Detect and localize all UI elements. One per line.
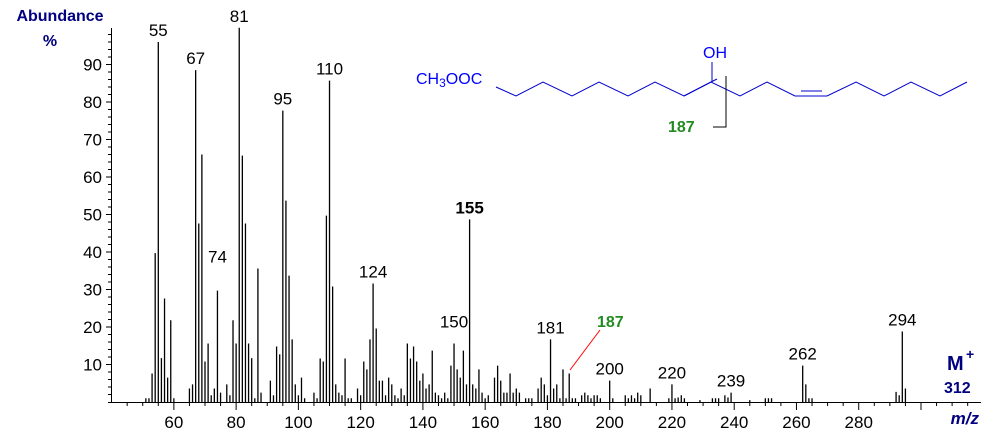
x-tick-label: 200 xyxy=(595,413,623,432)
peak-label-150: 150 xyxy=(440,313,468,332)
y-tick-label: 90 xyxy=(83,56,102,75)
cleavage-bracket xyxy=(713,76,727,128)
x-axis-ticks: 60 80 100 120 140 160 180 200 220 240 260 280 xyxy=(126,402,969,432)
peak-label-95: 95 xyxy=(273,90,292,109)
spectrum-peaks xyxy=(145,27,907,402)
peak-label-220: 220 xyxy=(658,363,686,382)
annotation-187-label: 187 xyxy=(597,314,624,331)
y-tick-label: 70 xyxy=(83,131,102,150)
y-tick-label: 50 xyxy=(83,206,102,225)
carbon-chain-2 xyxy=(683,81,968,97)
peak-label-294: 294 xyxy=(888,311,916,330)
peak-label-239: 239 xyxy=(717,372,745,391)
molecular-ion-value: 312 xyxy=(944,380,971,397)
x-tick-label: 260 xyxy=(782,413,810,432)
svg-text:M: M xyxy=(947,353,964,375)
molecular-ion-label: M + 312 xyxy=(944,346,974,397)
leader-line xyxy=(569,329,601,371)
peak-label-181: 181 xyxy=(536,318,564,337)
peak-label-124: 124 xyxy=(359,263,387,282)
x-tick-label: 80 xyxy=(227,413,246,432)
y-axis-title: Abundance xyxy=(16,8,103,25)
peak-label-155: 155 xyxy=(455,198,483,217)
x-tick-label: 60 xyxy=(164,413,183,432)
carbon-chain xyxy=(495,78,718,97)
y-tick-label: 10 xyxy=(83,356,102,375)
y-tick-label: 40 xyxy=(83,243,102,262)
head-group-label: CH3OOC xyxy=(416,71,482,90)
x-tick-label: 160 xyxy=(471,413,499,432)
y-axis-ticks: 10 20 30 40 50 60 70 80 90 xyxy=(83,34,112,395)
x-tick-label: 240 xyxy=(720,413,748,432)
x-axis-title: m/z xyxy=(951,409,980,428)
x-tick-label: 220 xyxy=(658,413,686,432)
axes xyxy=(108,28,981,404)
y-axis-unit: % xyxy=(43,33,57,50)
annotation-187: 187 xyxy=(569,314,624,371)
peak-label-110: 110 xyxy=(316,60,343,79)
svg-text:+: + xyxy=(966,346,974,362)
x-tick-label: 180 xyxy=(533,413,561,432)
x-tick-label: 280 xyxy=(845,413,873,432)
peak-labels: 55 67 74 81 95 110 124 150 155 181 200 220 239 262 294 xyxy=(149,7,917,391)
y-tick-label: 80 xyxy=(83,93,102,112)
y-tick-label: 30 xyxy=(83,281,102,300)
y-tick-label: 20 xyxy=(83,318,102,337)
peak-label-81: 81 xyxy=(230,7,249,26)
molecule-structure: CH3OOC OH 187 xyxy=(416,45,968,136)
fragment-187-label: 187 xyxy=(668,119,695,136)
x-tick-label: 100 xyxy=(284,413,312,432)
peak-label-200: 200 xyxy=(595,360,623,379)
peak-label-262: 262 xyxy=(789,345,817,364)
peak-label-67: 67 xyxy=(186,49,205,68)
oh-label: OH xyxy=(703,45,727,62)
peak-label-74: 74 xyxy=(208,248,227,267)
y-tick-label: 60 xyxy=(83,168,102,187)
x-tick-label: 140 xyxy=(409,413,437,432)
peak-label-55: 55 xyxy=(149,21,168,40)
x-tick-label: 120 xyxy=(346,413,374,432)
